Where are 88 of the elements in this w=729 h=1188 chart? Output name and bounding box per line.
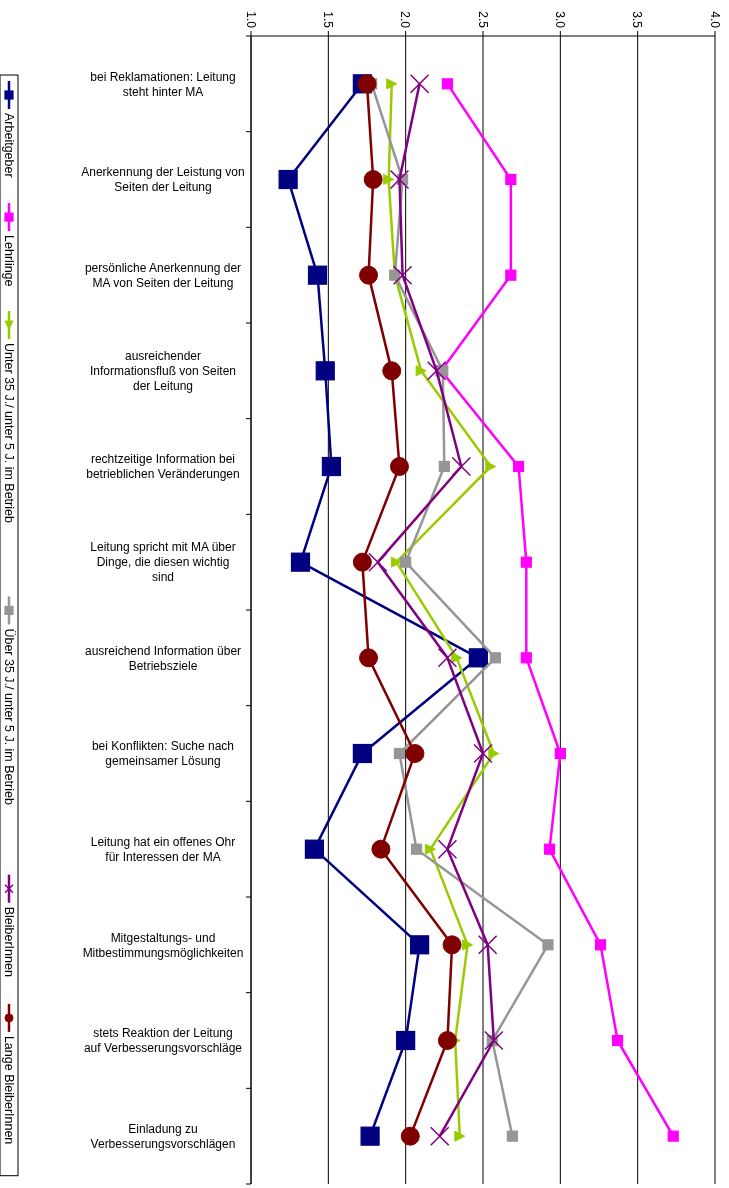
point [390,556,402,568]
point [594,939,607,951]
point [489,652,501,664]
point [426,361,447,381]
x-tick-label: 2.0 [398,11,413,29]
point [462,939,474,951]
point [442,935,462,955]
point [315,361,335,381]
point [437,648,458,668]
point [441,78,454,90]
y-tick-label: Leitung hat ein offenes Ohr für Interessen der MA [90,834,236,864]
y-tick-label: stets Reaktion der Leitung auf Verbesserungsvorschläge [83,1026,243,1056]
point [383,174,395,185]
point [554,747,566,760]
point [359,648,379,668]
point [400,1126,420,1146]
point [506,1130,518,1142]
point [352,552,372,572]
y-tick-label: Mitgestaltungs- und Mitbestimmungsmöglichkeiten [82,930,244,960]
point [512,460,525,473]
point [409,935,430,955]
point [437,839,458,859]
point [424,843,436,855]
point [290,552,311,572]
point [415,365,427,377]
point [359,265,379,285]
point [505,173,517,186]
point [488,748,500,759]
point [520,556,532,568]
y-tick-label: Leitung spricht mit MA über Dinge, die diesen wichtig sind [90,540,236,585]
y-tick-label: ausreichender Informationsfluß von Seiten der Leitung [89,349,237,394]
point [386,78,398,90]
y-tick-label: ausreichend Information über Betriebsziele [84,643,242,673]
point [484,1030,504,1051]
point [307,265,328,285]
y-tick-label: bei Konflikten: Suche nach gemeinsamer Lösung [91,739,235,769]
point [438,460,450,473]
x-tick-label: 4.0 [707,11,722,29]
x-tick-label: 3.0 [553,11,568,29]
point [393,747,406,760]
point [405,744,425,763]
x-tick-label: 1.0 [243,11,258,29]
point [321,456,342,477]
legend-label: Arbeitgeber [1,113,16,178]
point [368,552,388,572]
point [477,935,498,955]
point [304,839,325,859]
legend-label: Unter 35 J./ unter 5 J. im Betrieb [1,343,16,523]
point [468,648,488,668]
point [451,652,463,664]
point [667,1130,679,1142]
point [473,743,493,764]
point [371,839,391,859]
legend-label: BleiberInnen [1,906,16,977]
y-tick-label: Einladung zu Verbesserungsvorschlägen [90,1121,236,1151]
point [542,939,554,951]
point [485,461,497,472]
point [451,456,472,477]
point [437,1031,457,1050]
x-tick-label: 2.5 [475,11,490,29]
point [611,1034,624,1047]
point [429,1126,450,1146]
point [454,1130,466,1142]
point [543,843,556,855]
point [410,843,423,855]
point [392,265,413,285]
point [278,169,298,190]
legend-label: Lange BleiberInnen [1,1035,16,1145]
y-tick-label: rechtzeitige Information bei betrieblichen Veränderungen [86,452,240,482]
point [409,74,430,94]
x-tick-label: 3.5 [630,11,645,29]
point [396,1030,416,1051]
point [505,269,517,281]
point [363,170,383,189]
point [400,556,412,568]
point [520,652,532,664]
point [360,1126,380,1146]
point [389,169,410,190]
point [357,74,377,94]
y-tick-label: bei Reklamationen: Leitung steht hinter MA [90,69,236,99]
point [389,457,409,476]
point [352,743,372,764]
x-tick-label: 1.5 [321,11,336,29]
y-tick-label: Anerkennung der Leistung von Seiten der Leitung [81,165,245,195]
legend-label: Lehrlinge [1,235,16,287]
point [382,361,402,381]
legend-label: Über 35 J./ unter 5 J. im Betrieb [1,628,16,805]
y-tick-label: persönliche Anerkennung der MA von Seiten der Leitung [84,260,242,290]
